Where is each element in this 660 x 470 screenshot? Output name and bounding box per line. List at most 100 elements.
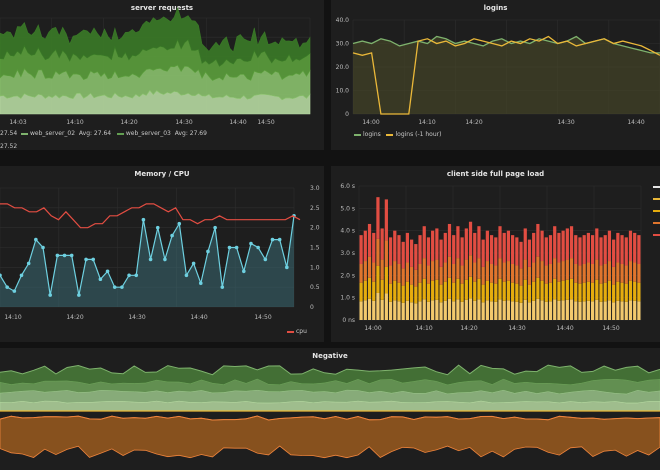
bar-segment — [633, 300, 637, 320]
bar-segment — [502, 281, 506, 301]
bar-segment — [527, 239, 532, 267]
bar-segment — [590, 301, 595, 320]
y-tick-label: 6.0 s — [340, 183, 355, 190]
x-tick-label: 14:10 — [4, 314, 21, 321]
panel-title[interactable]: Memory / CPU — [134, 170, 190, 178]
bar-segment — [620, 282, 624, 302]
bar-segment — [557, 262, 561, 282]
bar-segment — [506, 280, 511, 301]
bar-segment — [384, 199, 388, 241]
logins-panel: logins 0 10.0 20.0 30.0 40.0 14:00 14:10 14:20 1… — [331, 0, 660, 150]
bar-segment — [620, 263, 624, 283]
y-tick-label: 10.0 — [336, 88, 350, 95]
bar-segment — [527, 266, 532, 285]
bar-segment — [431, 261, 435, 281]
bar-segment — [574, 235, 578, 264]
line-series — [0, 364, 660, 376]
bar-segment — [582, 301, 586, 320]
legend-swatch — [653, 234, 660, 236]
bar-segment — [515, 237, 519, 266]
data-point — [256, 245, 260, 250]
bar-segment — [607, 230, 612, 262]
bar-segment — [502, 262, 506, 282]
legend-item-cpu[interactable]: cpu — [296, 328, 307, 335]
bar-segment — [456, 258, 460, 279]
data-point — [191, 261, 196, 266]
panel-title[interactable]: logins — [483, 4, 508, 12]
bar-segment — [359, 282, 363, 302]
data-point — [270, 237, 275, 242]
legend-item-logins-1h[interactable]: logins (-1 hour) — [395, 131, 442, 138]
negative-chart — [0, 364, 660, 459]
page-load-panel: client side full page load 0 ns 1.0 s 2.0 … — [331, 166, 660, 342]
bar-segment — [494, 301, 498, 320]
bar-segment — [380, 299, 384, 320]
x-tick-label: 14:50 — [602, 325, 619, 332]
bar-segment — [494, 265, 498, 284]
bar-segment — [376, 265, 380, 293]
bar-segment — [519, 241, 523, 269]
area-series — [0, 215, 294, 307]
y-tick-label: 2.0 — [310, 225, 320, 232]
bar-segment — [452, 301, 456, 320]
line-series — [0, 215, 295, 296]
area-series — [353, 36, 660, 114]
bar-segment — [544, 283, 548, 302]
bar-segment — [380, 279, 384, 300]
data-point — [220, 285, 225, 289]
x-tick-label: 14:03 — [9, 119, 26, 126]
panel-title[interactable]: server requests — [130, 4, 194, 12]
bar-segment — [498, 226, 502, 259]
bar-segment — [477, 278, 481, 300]
bar-segment — [553, 299, 557, 320]
bar-segment — [515, 283, 519, 302]
data-point — [263, 257, 268, 262]
bar-segment — [574, 282, 578, 302]
bar-segment — [376, 292, 380, 320]
bar-segment — [393, 300, 397, 320]
bar-segment — [384, 293, 388, 320]
data-point — [227, 245, 232, 250]
legend-swatch — [386, 133, 394, 136]
legend: logins logins (-1 hour) — [354, 131, 441, 138]
bar-segment — [367, 298, 372, 320]
bar-segment — [468, 298, 473, 320]
legend-item-web-server-03[interactable]: web_server_03 — [125, 130, 171, 137]
x-tick-label: 14:30 — [557, 119, 574, 126]
bar-segment — [595, 279, 599, 300]
legend-swatch — [21, 132, 29, 135]
bar-segment — [536, 256, 540, 278]
legend-item-logins[interactable]: logins — [363, 131, 381, 138]
bar-segment — [422, 226, 426, 259]
legend-swatch — [287, 330, 294, 333]
bar-segment — [393, 261, 397, 281]
bar-segment — [582, 282, 586, 302]
bar-segment — [388, 283, 393, 302]
bar-segment — [502, 232, 506, 263]
bar-segment — [612, 239, 616, 267]
bar-segment — [633, 232, 637, 263]
bar-segment — [460, 265, 464, 284]
data-point — [48, 293, 52, 297]
bar-segment — [372, 300, 376, 320]
bar-segment — [590, 263, 595, 283]
bar-segment — [380, 259, 384, 280]
bar-segment — [410, 302, 414, 320]
bar-segment — [586, 232, 590, 263]
bar-segment — [477, 299, 481, 320]
y-tick-label: 30.0 — [336, 41, 350, 48]
bar-segment — [527, 302, 532, 320]
bar-segment — [578, 283, 582, 302]
panel-title[interactable]: client side full page load — [446, 170, 545, 178]
bar-segment — [426, 283, 431, 302]
bar-segment — [485, 230, 489, 262]
bar-segment — [616, 262, 620, 282]
panel-title[interactable]: Negative — [312, 352, 348, 360]
data-point — [170, 233, 174, 238]
legend-item-web-server-02[interactable]: web_server_02 — [30, 130, 76, 137]
bar-segment — [544, 237, 548, 266]
logins-chart: 0 10.0 20.0 30.0 40.0 14:00 14:10 14:20 14:30 14:… — [336, 17, 660, 126]
bar-segment — [637, 282, 641, 302]
legend-swatch — [653, 186, 660, 188]
x-tick-label: 14:30 — [128, 314, 145, 321]
